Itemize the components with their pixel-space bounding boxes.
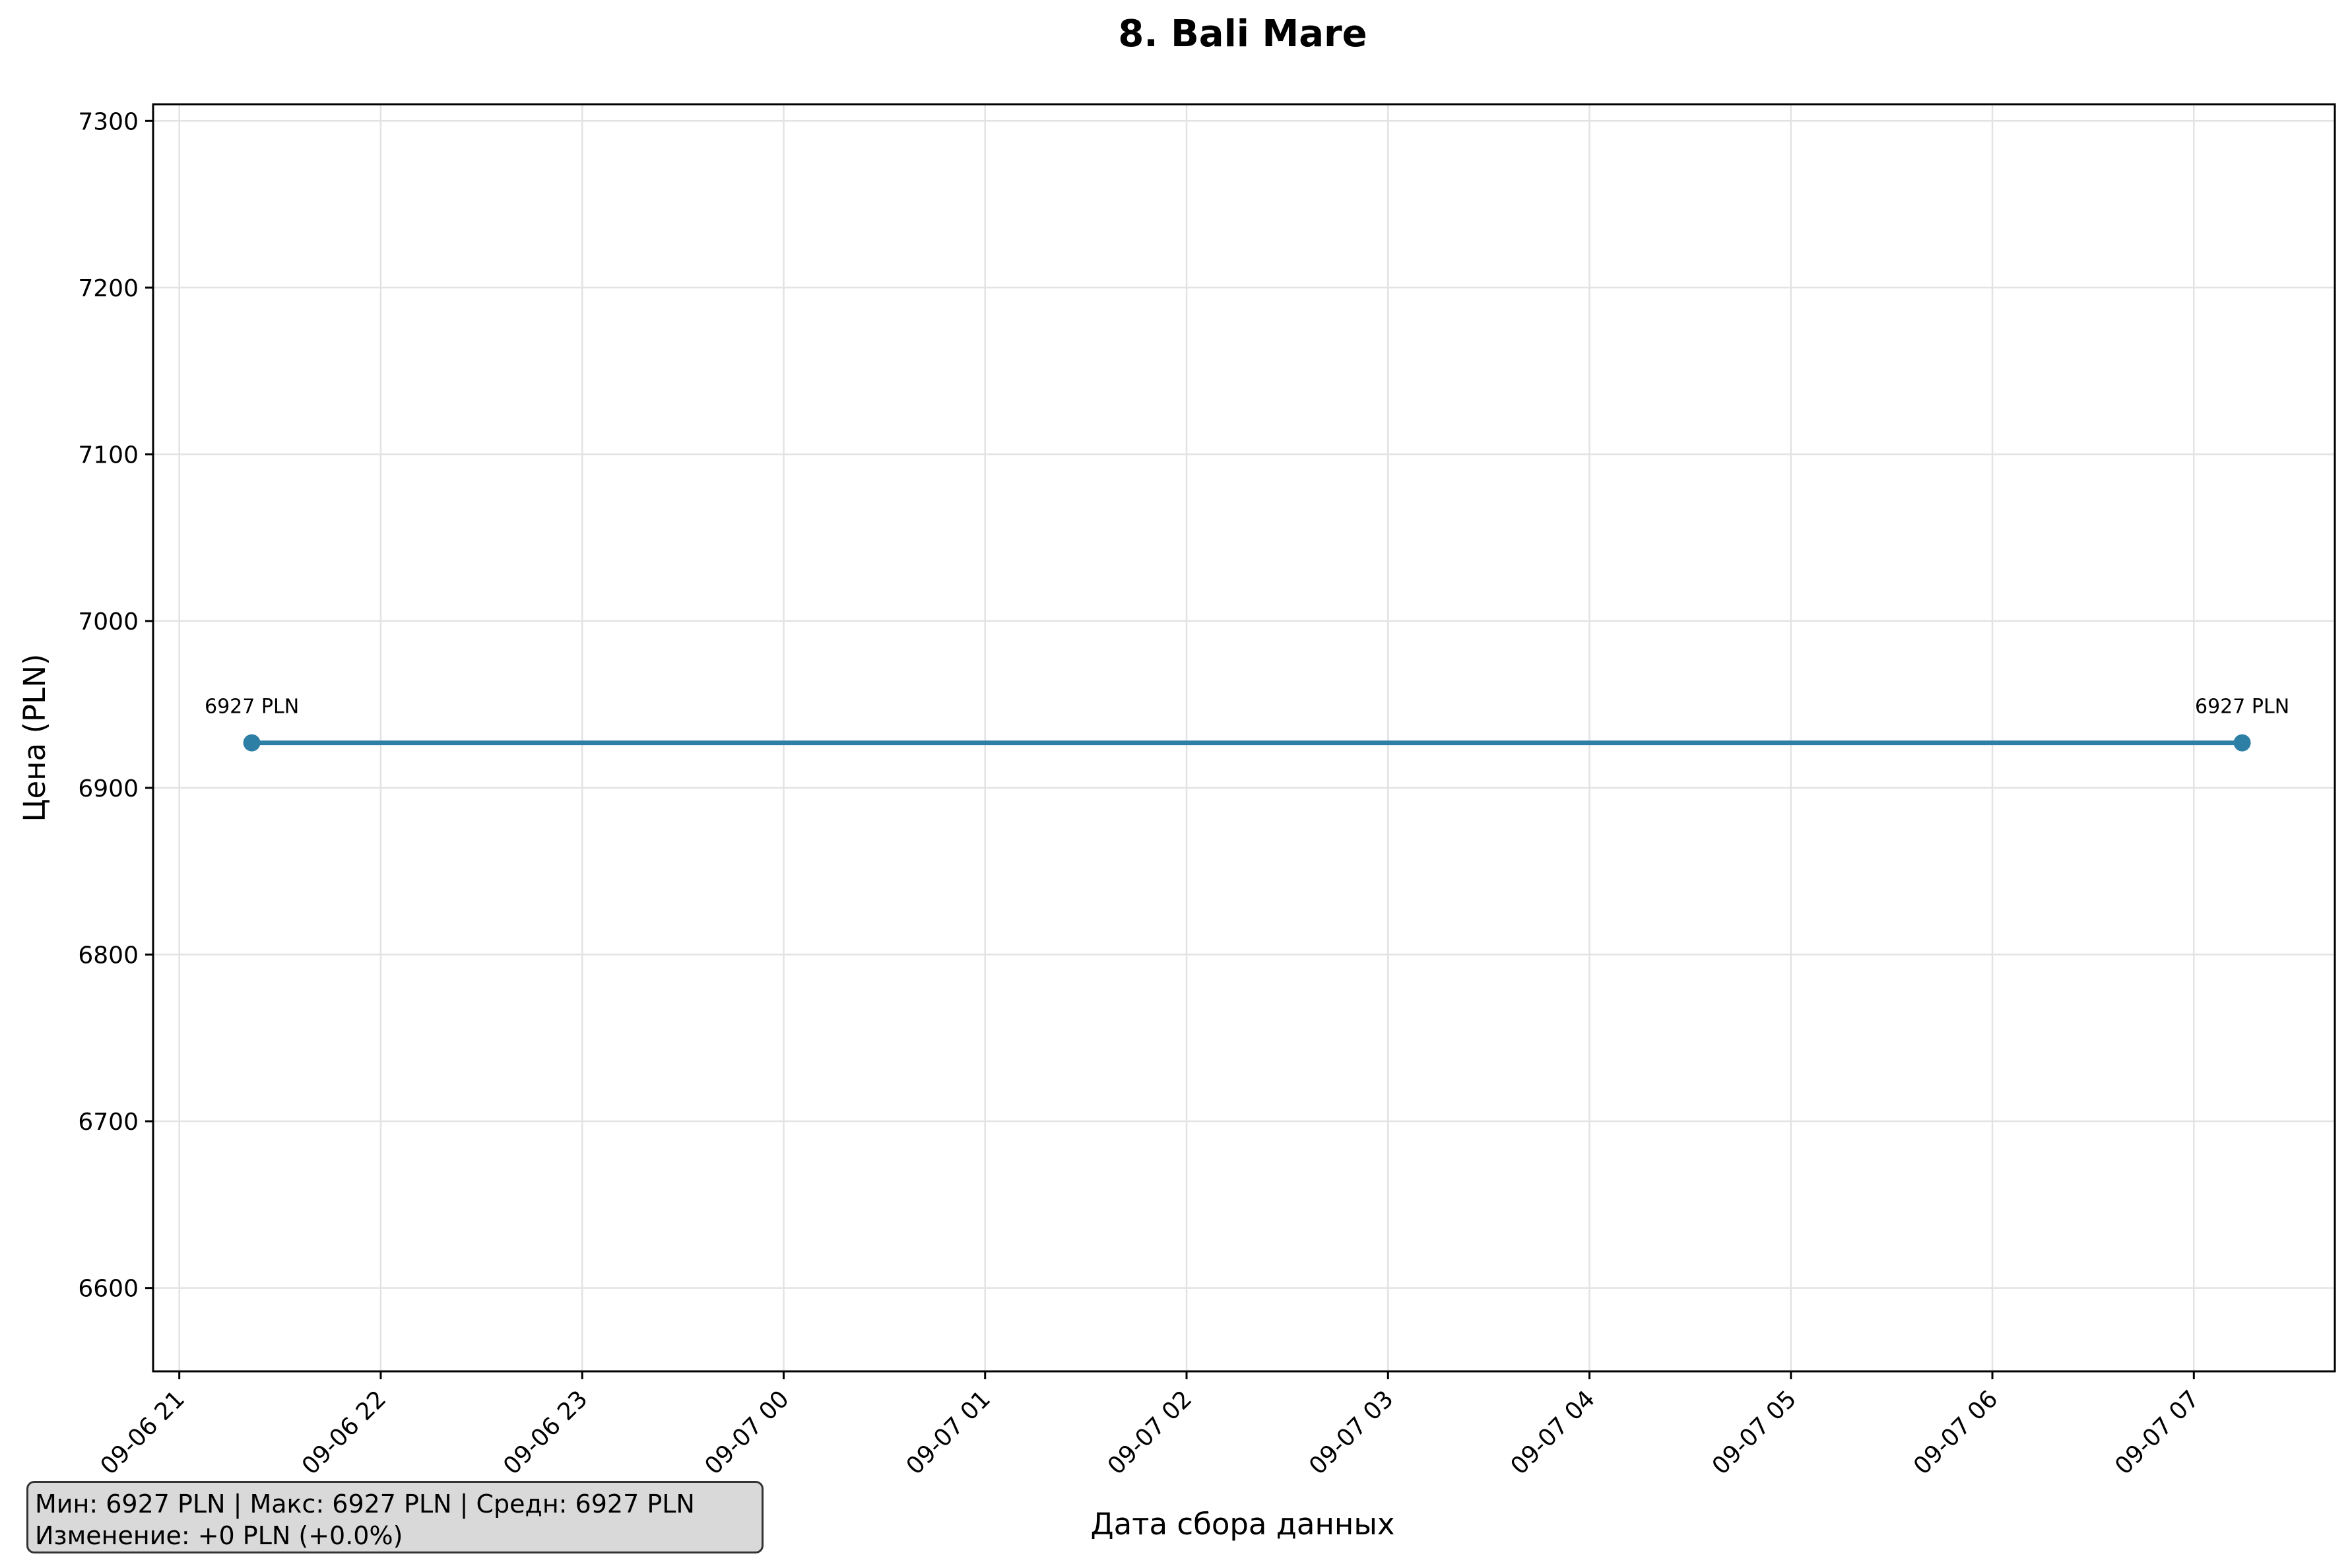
stats-summary-box: Мин: 6927 PLN | Макс: 6927 PLN | Средн: …	[26, 1481, 764, 1553]
x-tick-label: 09-07 06	[1909, 1385, 2003, 1480]
data-point	[2233, 734, 2251, 752]
data-point-label: 6927 PLN	[205, 696, 299, 719]
data-point-label: 6927 PLN	[2195, 696, 2289, 719]
x-tick-label: 09-07 07	[2110, 1385, 2204, 1480]
x-tick-label: 09-06 22	[297, 1385, 391, 1480]
grid	[153, 104, 2335, 1371]
x-tick-label: 09-07 04	[1505, 1385, 1600, 1480]
stats-min-max-avg: Мин: 6927 PLN | Макс: 6927 PLN | Средн: …	[35, 1489, 695, 1519]
x-axis: 09-06 21 09-06 22 09-06 23 09-07 00 09-07 01…	[96, 1371, 2205, 1480]
data-point	[243, 734, 261, 752]
y-tick-label: 6900	[78, 775, 139, 802]
x-tick-label: 09-07 02	[1103, 1385, 1197, 1480]
y-tick-label: 6700	[78, 1109, 139, 1136]
x-tick-label: 09-06 23	[498, 1385, 593, 1480]
y-tick-label: 7000	[78, 608, 139, 636]
plot-area-frame	[152, 103, 2336, 1373]
y-tick-label: 7200	[78, 275, 139, 302]
chart-title: 8. Bali Mare	[1118, 13, 1367, 55]
stats-change: Изменение: +0 PLN (+0.0%)	[35, 1521, 403, 1550]
y-tick-label: 7100	[78, 442, 139, 469]
y-axis-label: Цена (PLN)	[17, 654, 52, 822]
x-tick-label: 09-07 03	[1304, 1385, 1398, 1480]
y-axis: 6600 6700 6800 6900 7000 7100 7200 7300	[78, 108, 153, 1303]
x-axis-label: Дата сбора данных	[1091, 1507, 1395, 1542]
x-tick-label: 09-07 01	[901, 1385, 996, 1480]
series-layer: 6927 PLN 6927 PLN	[205, 696, 2289, 752]
y-tick-label: 6600	[78, 1276, 139, 1303]
y-tick-label: 6800	[78, 942, 139, 969]
x-tick-label: 09-06 21	[96, 1385, 190, 1480]
x-tick-label: 09-07 00	[700, 1385, 794, 1480]
x-tick-label: 09-07 05	[1707, 1385, 1802, 1480]
y-tick-label: 7300	[78, 108, 139, 135]
